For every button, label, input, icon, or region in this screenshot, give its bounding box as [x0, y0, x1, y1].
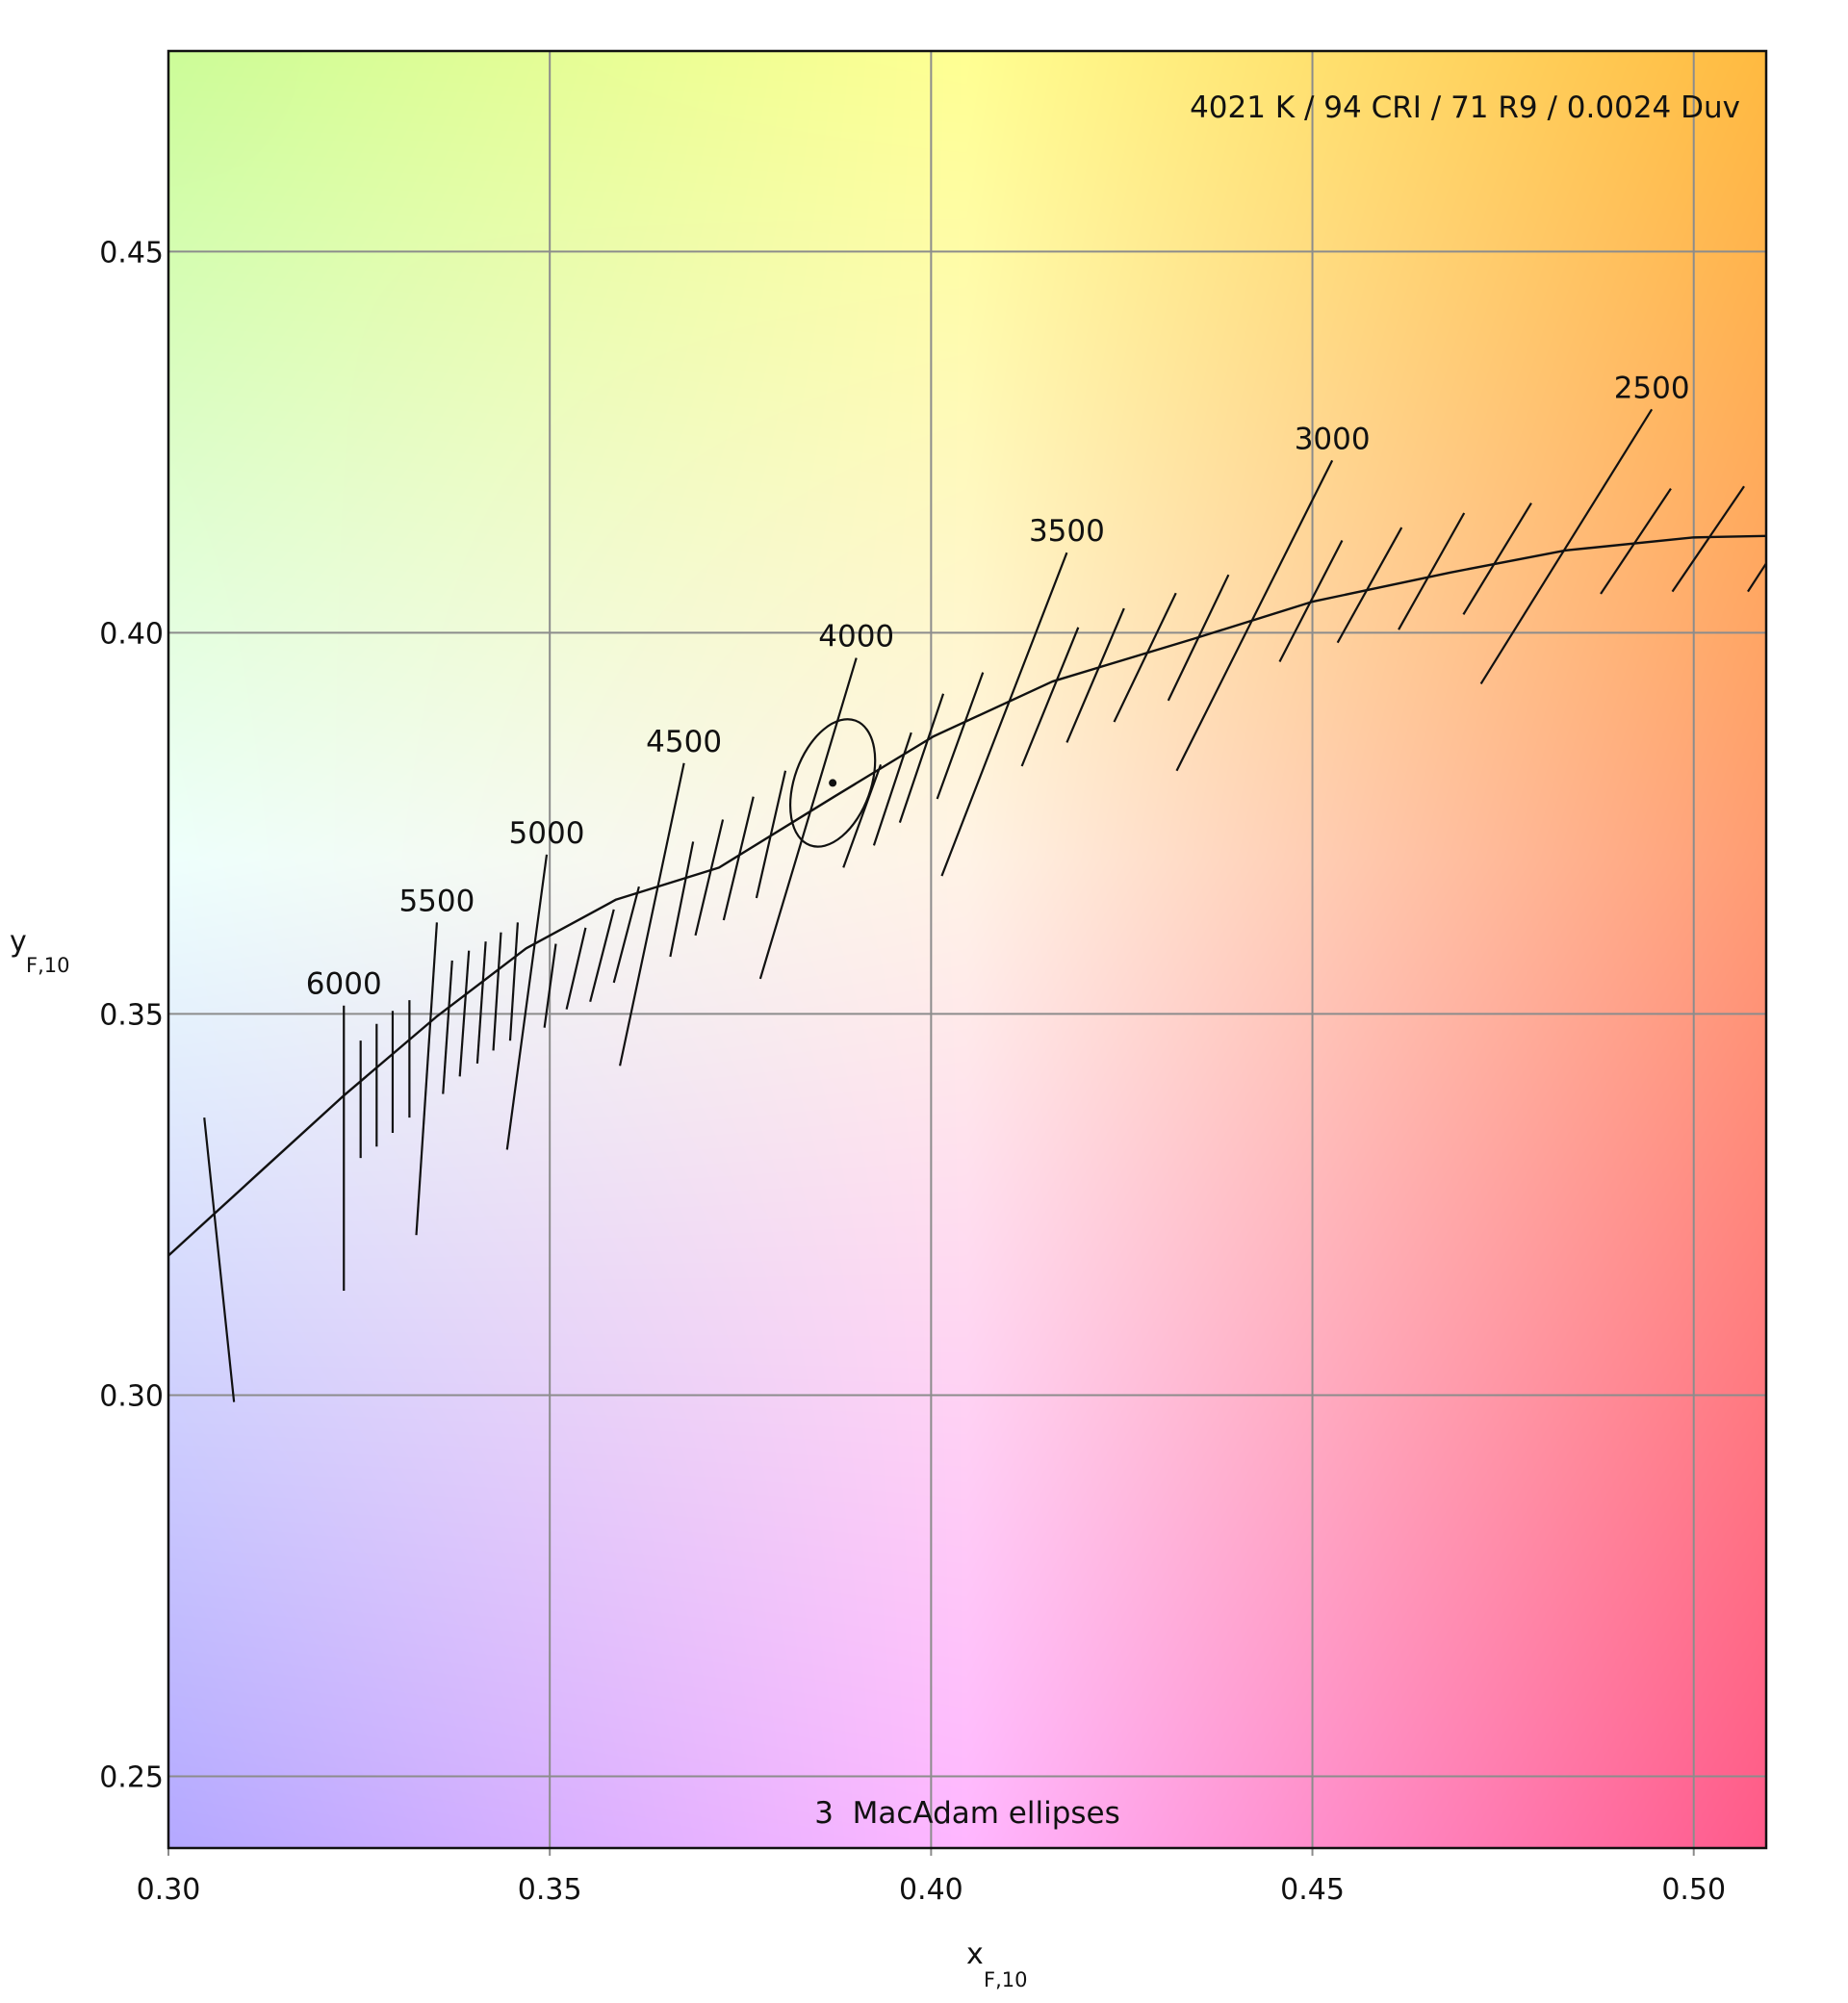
isotherm-line — [442, 960, 453, 1094]
cct-label: 2500 — [1614, 371, 1690, 405]
y-tick-label: 0.45 — [99, 236, 164, 270]
isotherm-line — [1398, 512, 1466, 630]
isotherm-line — [755, 770, 787, 899]
isotherm-line — [543, 943, 557, 1028]
isotherm-line — [1175, 459, 1334, 772]
x-axis-label-subscript: F,10 — [984, 1968, 1027, 1991]
isotherm-line — [505, 854, 549, 1150]
planckian-locus — [167, 534, 1767, 1257]
isotherm-line — [1747, 562, 1767, 593]
x-tick-label: 0.40 — [899, 1873, 963, 1907]
y-tick-label: 0.35 — [99, 998, 164, 1032]
y-axis-label-subscript: F,10 — [26, 954, 69, 977]
isotherm-line — [619, 762, 685, 1066]
x-tick-label: 0.30 — [137, 1873, 201, 1907]
isotherm-line — [508, 922, 519, 1041]
isotherm-line — [589, 909, 615, 1003]
isotherm-line — [1479, 408, 1654, 685]
x-tick-label: 0.35 — [518, 1873, 582, 1907]
isotherm-line — [492, 932, 502, 1051]
cct-label: 5000 — [509, 816, 585, 851]
x-tick-label: 0.50 — [1661, 1873, 1726, 1907]
isotherm-line — [758, 657, 858, 980]
x-axis-label: x — [966, 1938, 984, 1971]
isotherm-line — [940, 552, 1068, 877]
isotherm-line — [872, 732, 912, 846]
isotherm-line — [1167, 574, 1230, 702]
cct-label: 5500 — [398, 884, 475, 918]
isotherm-line — [203, 1117, 236, 1402]
cct-label: 4000 — [818, 620, 894, 655]
cct-label: 3500 — [1029, 514, 1105, 549]
isotherm-line — [415, 922, 439, 1236]
isotherm-line — [898, 693, 945, 823]
cct-label: 3000 — [1295, 422, 1371, 456]
isotherm-line — [1113, 592, 1177, 723]
isotherm-line — [1278, 540, 1344, 662]
isotherm-line — [1020, 627, 1080, 767]
isotherm-line — [1600, 488, 1672, 595]
y-tick-label: 0.40 — [99, 617, 164, 651]
tick-labels: 0.30 0.35 0.40 0.45 0.50 0.25 0.30 0.35 0.40 0.45 — [99, 236, 1726, 1907]
isotherm-line — [458, 950, 471, 1077]
annotation-bottom: 3 MacAdam ellipses — [814, 1796, 1120, 1831]
macadam-ellipse — [788, 718, 877, 848]
isotherm-line — [842, 764, 883, 868]
plot-frame — [167, 49, 1768, 1850]
annotation-top: 4021 K / 94 CRI / 71 R9 / 0.0024 Duv — [1190, 90, 1740, 125]
isotherm-line — [475, 941, 487, 1064]
isotherm-line — [1065, 607, 1125, 743]
cct-label: 6000 — [306, 967, 382, 1002]
isotherm-line — [722, 796, 755, 921]
isotherm-line — [694, 819, 725, 937]
grid — [167, 51, 1766, 1856]
isotherm-line — [669, 841, 695, 958]
isotherm-line — [1462, 502, 1532, 615]
y-tick-label: 0.25 — [99, 1761, 164, 1795]
isotherm-line — [565, 927, 587, 1010]
isotherm-line — [1671, 485, 1745, 593]
cct-label: 4500 — [646, 725, 722, 759]
isotherm-line — [612, 886, 640, 984]
x-tick-label: 0.45 — [1280, 1873, 1345, 1907]
marks: 6000 5500 5000 4500 4000 3500 3000 2500 — [167, 371, 1767, 1402]
isotherm-line — [1336, 526, 1403, 644]
y-axis-label: y — [10, 925, 27, 959]
isotherm-line — [936, 672, 985, 800]
y-tick-label: 0.30 — [99, 1379, 164, 1413]
measured-point — [829, 779, 837, 787]
